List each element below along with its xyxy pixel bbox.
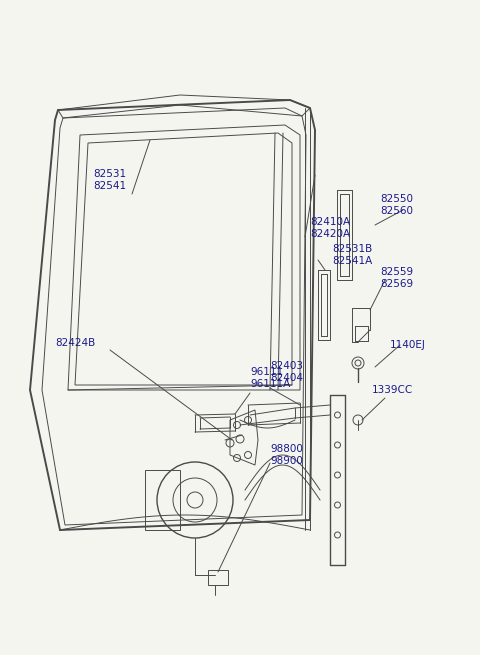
Text: 82559
82569: 82559 82569	[380, 267, 413, 289]
Text: 82550
82560: 82550 82560	[380, 194, 413, 215]
Text: 82531
82541: 82531 82541	[94, 169, 127, 191]
Text: 82403
82404: 82403 82404	[270, 361, 303, 383]
Text: 96111
96111A: 96111 96111A	[250, 367, 290, 389]
Text: 82531B
82541A: 82531B 82541A	[332, 244, 372, 266]
Text: 82424B: 82424B	[55, 338, 95, 348]
Text: 1339CC: 1339CC	[372, 385, 413, 395]
Text: 82410A
82420A: 82410A 82420A	[310, 217, 350, 239]
Text: 98800
98900: 98800 98900	[270, 444, 303, 466]
Text: 1140EJ: 1140EJ	[390, 340, 426, 350]
